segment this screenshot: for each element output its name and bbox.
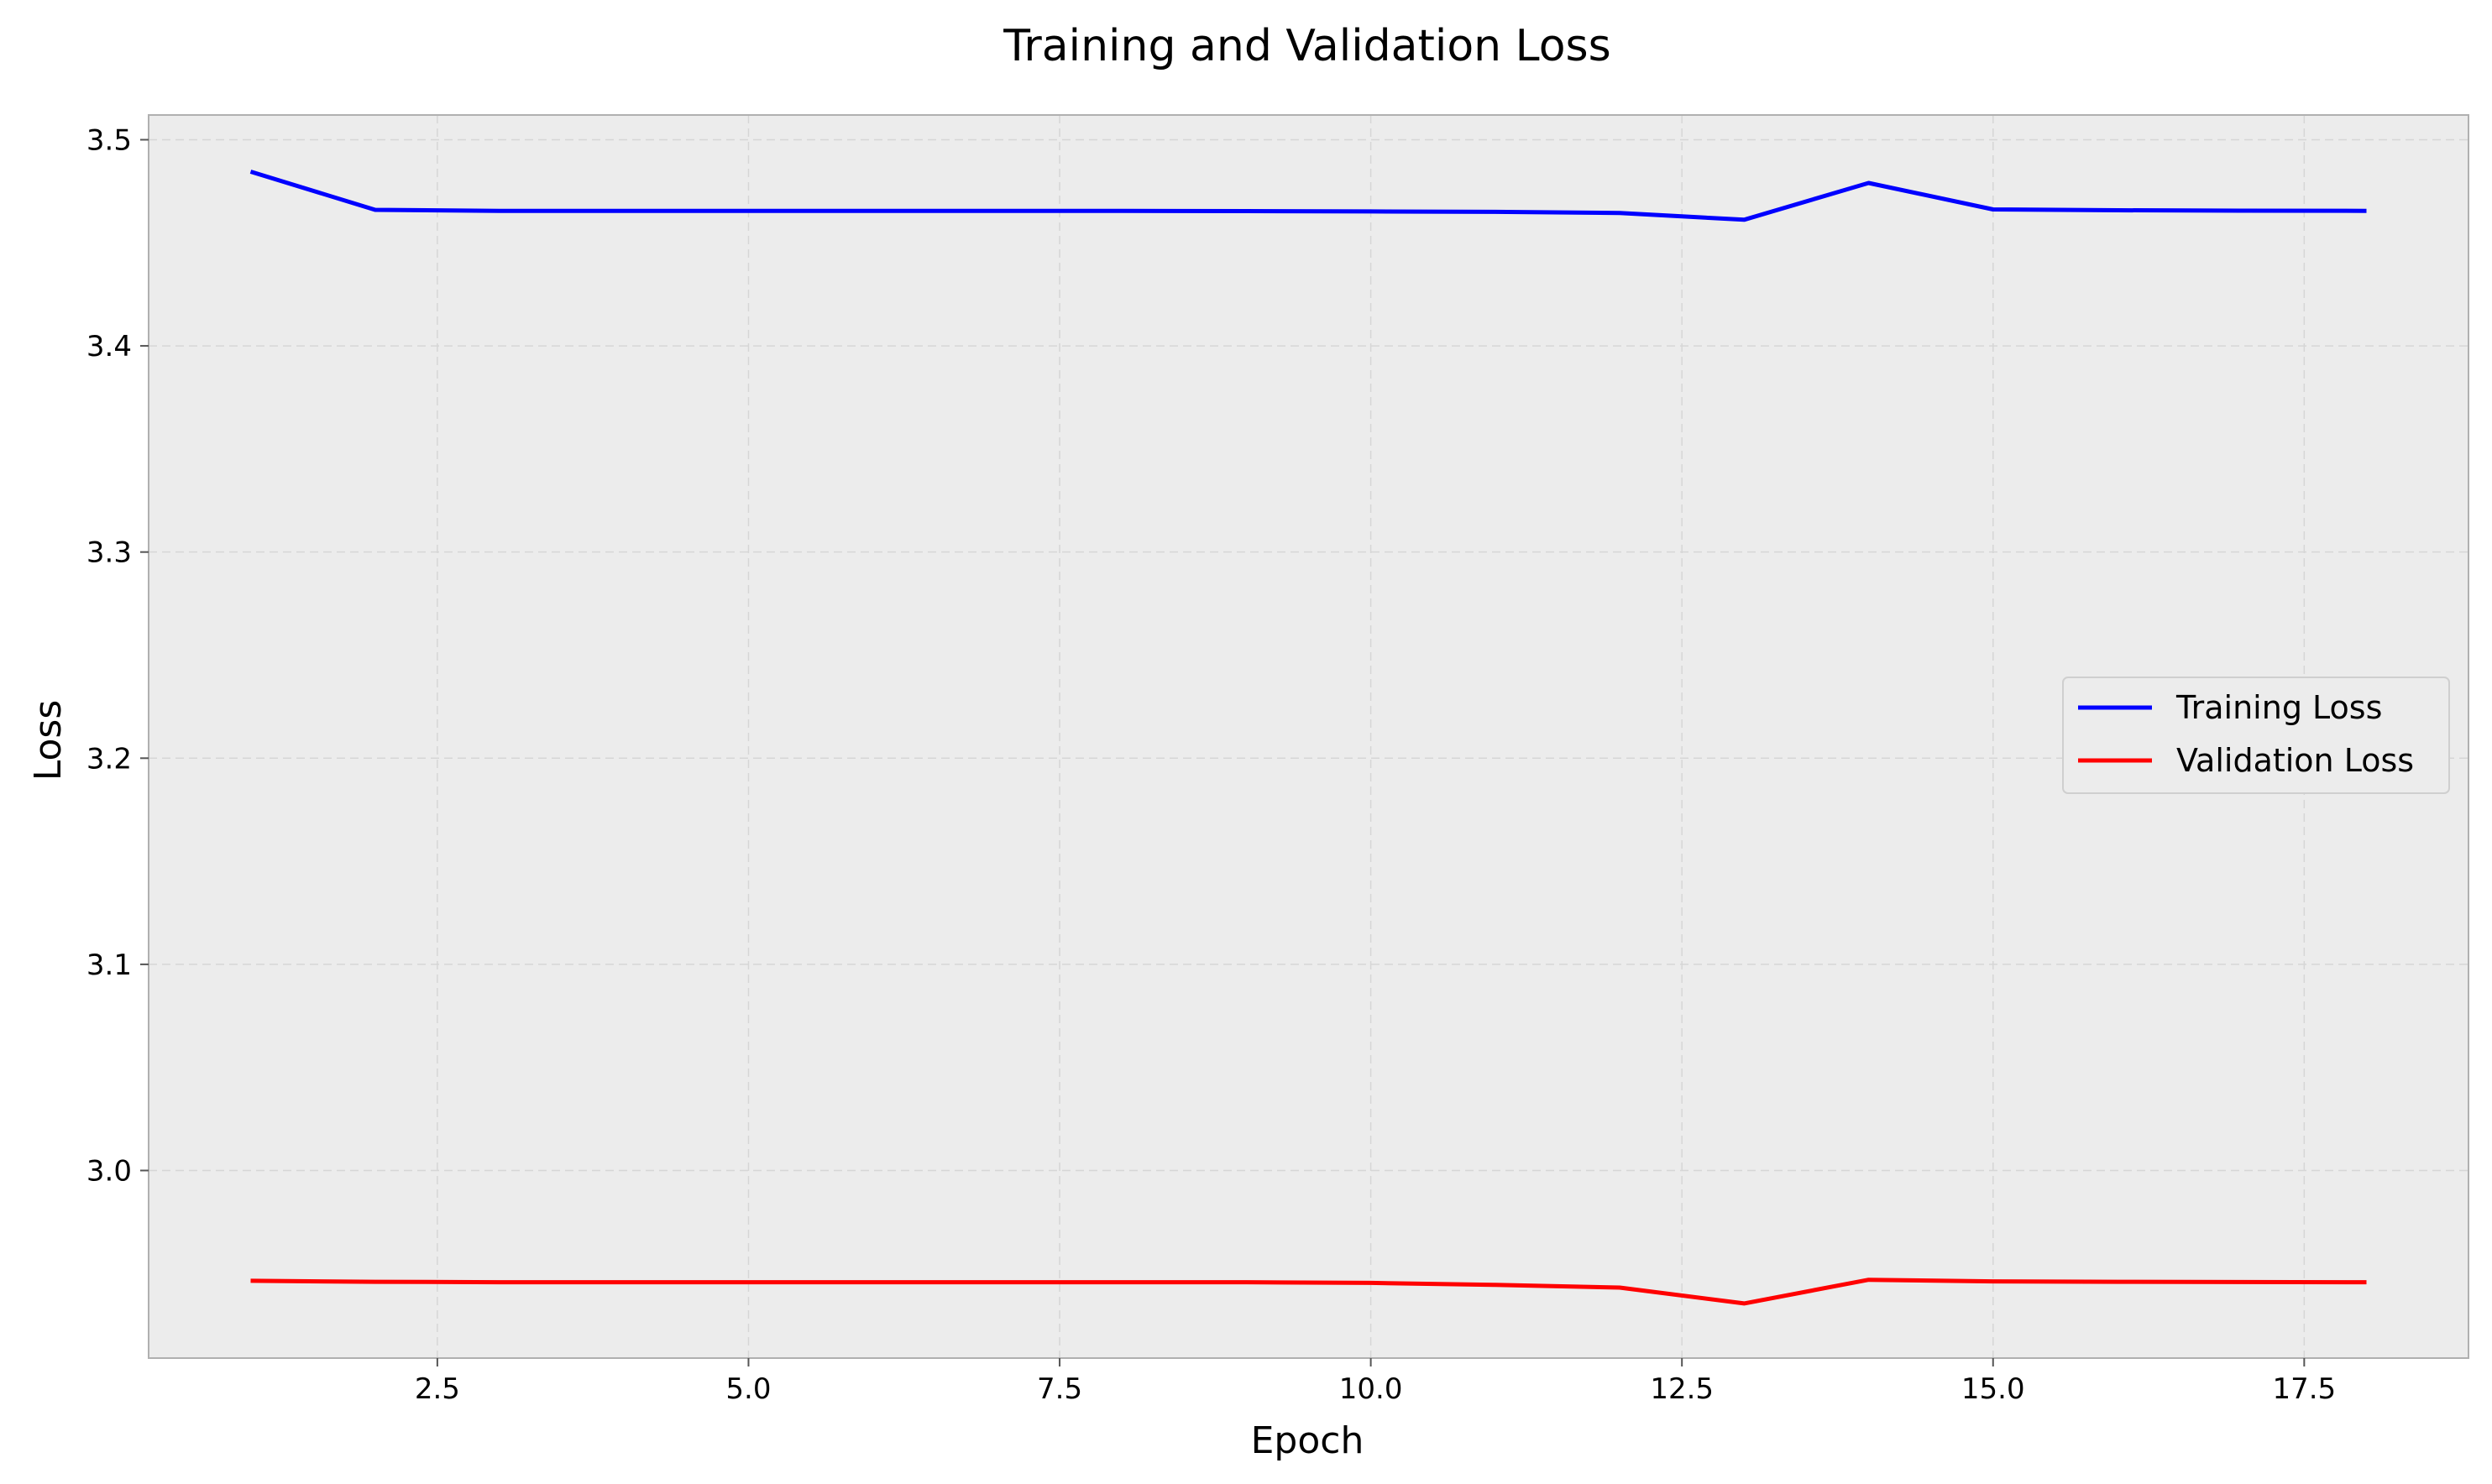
legend-label-training: Training Loss (2175, 689, 2382, 726)
data-series (249, 170, 2367, 1306)
y-tick-label: 3.3 (86, 536, 132, 570)
x-tick-label: 2.5 (415, 1372, 460, 1406)
chart-title: Training and Validation Loss (1003, 21, 1610, 71)
training-loss-line (249, 170, 2367, 222)
x-tick-label: 17.5 (2272, 1372, 2336, 1406)
y-tick-label: 3.1 (86, 948, 132, 982)
legend-box (2062, 677, 2450, 794)
x-tick-label: 12.5 (1650, 1372, 1714, 1406)
plot-frame (148, 114, 2469, 1359)
validation-loss-line (250, 1278, 2367, 1306)
x-axis-label: Epoch (1251, 1419, 1364, 1462)
x-tick-label: 10.0 (1339, 1372, 1403, 1406)
y-axis-ticks: 3.0 3.1 3.2 3.3 3.4 3.5 (86, 123, 149, 1188)
y-tick-label: 3.5 (86, 123, 132, 157)
x-tick-label: 7.5 (1037, 1372, 1082, 1406)
y-axis-label: Loss (27, 700, 70, 781)
legend-label-validation: Validation Loss (2176, 742, 2414, 779)
y-tick-label: 3.2 (86, 742, 132, 776)
x-tick-label: 15.0 (1961, 1372, 2025, 1406)
x-tick-label: 5.0 (725, 1372, 771, 1406)
y-tick-label: 3.4 (86, 330, 132, 363)
x-axis-ticks: 2.5 5.0 7.5 10.0 12.5 15.0 17.5 (415, 1358, 2336, 1406)
y-tick-label: 3.0 (86, 1154, 132, 1188)
legend: Training Loss Validation Loss (2062, 677, 2450, 794)
